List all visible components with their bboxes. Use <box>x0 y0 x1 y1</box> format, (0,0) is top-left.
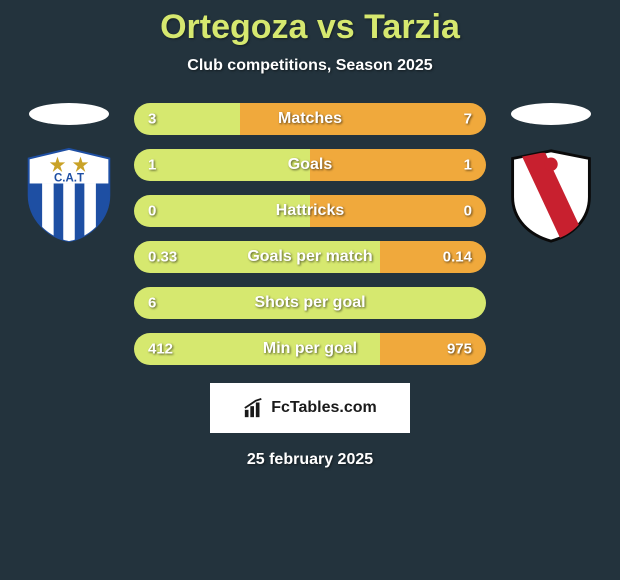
stat-bar-right-value: 0 <box>464 203 472 220</box>
chart-icon <box>243 397 265 419</box>
stat-bar: Hattricks 0 0 <box>134 195 486 227</box>
stat-bar: Matches 3 7 <box>134 103 486 135</box>
date: 25 february 2025 <box>247 451 373 469</box>
stat-bar: Min per goal 412 975 <box>134 333 486 365</box>
stat-bar-label: Hattricks <box>276 202 344 220</box>
stat-bar: Goals per match 0.33 0.14 <box>134 241 486 273</box>
left-team-crest: C.A.T <box>21 147 117 243</box>
stat-bar-left-value: 0 <box>148 203 156 220</box>
page-title: Ortegoza vs Tarzia <box>160 8 460 47</box>
comparison-bars: Matches 3 7 Goals 1 1 Hattricks 0 0 Goals per mat… <box>134 103 486 365</box>
left-player-column: C.A.T <box>14 103 124 243</box>
right-player-photo-placeholder <box>511 103 591 125</box>
stat-bar-label: Matches <box>278 110 342 128</box>
stat-bar-right-value: 7 <box>464 111 472 128</box>
stat-bar-label: Shots per goal <box>254 294 365 312</box>
stat-bar-left-value: 412 <box>148 341 173 358</box>
stat-bar-right-value: 0.14 <box>443 249 472 266</box>
stat-bar-label: Goals <box>288 156 332 174</box>
stat-bar-label: Goals per match <box>247 248 372 266</box>
svg-text:C.A.T: C.A.T <box>54 173 84 185</box>
watermark: FcTables.com <box>210 383 410 433</box>
main-row: C.A.T Matches 3 7 Goals 1 1 Hattricks 0 0 Goals p… <box>0 103 620 365</box>
right-player-column <box>496 103 606 243</box>
right-team-crest <box>503 147 599 243</box>
stat-bar: Shots per goal 6 <box>134 287 486 319</box>
subtitle: Club competitions, Season 2025 <box>187 57 432 75</box>
stat-bar-right-value: 975 <box>447 341 472 358</box>
stat-bar-left-fill <box>134 149 310 181</box>
stat-bar-left-value: 3 <box>148 111 156 128</box>
stat-bar-right-fill <box>240 103 486 135</box>
stat-bar-left-value: 6 <box>148 295 156 312</box>
comparison-infographic: Ortegoza vs Tarzia Club competitions, Se… <box>0 0 620 580</box>
stat-bar: Goals 1 1 <box>134 149 486 181</box>
stat-bar-left-value: 1 <box>148 157 156 174</box>
stat-bar-label: Min per goal <box>263 340 357 358</box>
stat-bar-right-value: 1 <box>464 157 472 174</box>
watermark-text: FcTables.com <box>271 399 377 417</box>
left-player-photo-placeholder <box>29 103 109 125</box>
stat-bar-right-fill <box>310 149 486 181</box>
stat-bar-left-value: 0.33 <box>148 249 177 266</box>
